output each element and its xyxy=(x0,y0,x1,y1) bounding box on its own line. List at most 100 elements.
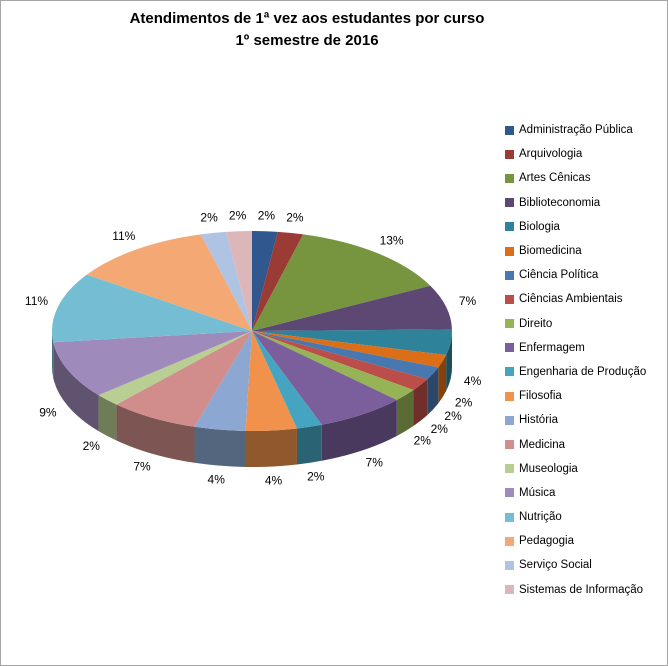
legend-label-enfermagem: Enfermagem xyxy=(519,341,585,354)
pie-label-filosofia: 4% xyxy=(265,474,283,488)
pie-slice-artes-cenicas xyxy=(252,234,431,331)
legend-label-medicina: Medicina xyxy=(519,438,566,451)
legend-label-ciencia-politica: Ciência Política xyxy=(519,269,599,282)
pie-label-ciencias-ambientais: 2% xyxy=(431,422,449,436)
pie-slice-biblioteconomia xyxy=(252,285,452,331)
legend-item-artes-cenicas: Artes Cênicas xyxy=(505,166,646,190)
pie-slice-side-historia xyxy=(194,426,246,467)
pie-slice-side-direito xyxy=(396,390,414,436)
legend-swatch-filosofia xyxy=(505,391,514,401)
legend-swatch-pedagogia xyxy=(505,536,514,546)
legend-item-ciencias-ambientais: Ciências Ambientais xyxy=(505,287,646,311)
pie-slice-side-biologia xyxy=(446,331,453,392)
legend-item-ciencia-politica: Ciência Política xyxy=(505,263,646,287)
legend-swatch-biblioteconomia xyxy=(505,198,514,208)
pie-slice-engenharia-de-producao xyxy=(252,331,322,429)
legend-swatch-enfermagem xyxy=(505,343,514,353)
legend-swatch-arquivologia xyxy=(505,149,514,159)
chart-title: Atendimentos de 1ª vez aos estudantes po… xyxy=(1,8,613,52)
pie-slice-pedagogia xyxy=(86,234,252,331)
pie-slice-biologia xyxy=(252,329,452,356)
legend-item-servico-social: Serviço Social xyxy=(505,553,646,577)
legend-swatch-servico-social xyxy=(505,560,514,570)
legend-label-historia: História xyxy=(519,414,558,427)
pie-slice-side-filosofia xyxy=(245,428,297,468)
legend-item-historia: História xyxy=(505,408,646,432)
pie-slice-ciencia-politica xyxy=(252,331,439,380)
pie-label-sistemas-de-informacao: 2% xyxy=(229,208,247,222)
legend-swatch-biomedicina xyxy=(505,246,514,256)
legend-swatch-musica xyxy=(505,488,514,498)
pie-slice-side-engenharia-de-producao xyxy=(296,424,322,465)
pie-slice-servico-social xyxy=(200,231,252,331)
legend-item-sistemas-de-informacao: Sistemas de Informação xyxy=(505,578,646,602)
legend-item-enfermagem: Enfermagem xyxy=(505,336,646,360)
pie-slice-ciencias-ambientais xyxy=(252,331,428,391)
pie-label-pedagogia: 11% xyxy=(112,229,135,243)
legend-swatch-historia xyxy=(505,415,514,425)
pie-slice-side-ciencias-ambientais xyxy=(413,379,428,427)
legend-label-pedagogia: Pedagogia xyxy=(519,535,574,548)
legend-item-biomedicina: Biomedicina xyxy=(505,239,646,263)
legend-label-museologia: Museologia xyxy=(519,462,578,475)
legend-label-servico-social: Serviço Social xyxy=(519,559,592,572)
pie-slice-filosofia xyxy=(245,331,297,432)
pie-slice-administracao-publica xyxy=(252,231,278,331)
legend-swatch-ciencias-ambientais xyxy=(505,294,514,304)
chart-title-line2: 1º semestre de 2016 xyxy=(235,32,379,49)
pie-label-biologia: 4% xyxy=(464,374,482,388)
legend-swatch-ciencia-politica xyxy=(505,270,514,280)
legend-item-pedagogia: Pedagogia xyxy=(505,529,646,553)
legend-label-nutricao: Nutrição xyxy=(519,511,562,524)
legend-swatch-direito xyxy=(505,319,514,329)
legend-label-biologia: Biologia xyxy=(519,220,560,233)
legend-label-arquivologia: Arquivologia xyxy=(519,148,583,161)
pie-label-servico-social: 2% xyxy=(200,210,218,224)
pie-label-enfermagem: 7% xyxy=(366,455,384,469)
pie-slice-nutricao xyxy=(51,274,252,343)
legend-swatch-engenharia-de-producao xyxy=(505,367,514,377)
chart-legend: Administração Pública Arquivologia Artes C… xyxy=(505,118,646,602)
pie-label-administracao-publica: 2% xyxy=(258,208,276,222)
pie-label-arquivologia: 2% xyxy=(286,210,304,224)
legend-label-direito: Direito xyxy=(519,317,553,330)
chart-title-line1: Atendimentos de 1ª vez aos estudantes po… xyxy=(129,10,485,27)
legend-swatch-nutricao xyxy=(505,512,514,522)
pie-label-musica: 9% xyxy=(39,406,57,420)
pie-slice-medicina xyxy=(116,331,252,427)
legend-label-musica: Música xyxy=(519,486,556,499)
pie-label-nutricao: 11% xyxy=(25,294,48,308)
pie-slice-side-musica xyxy=(53,342,99,432)
pie-slice-biomedicina xyxy=(252,331,447,368)
pie-label-ciencia-politica: 2% xyxy=(444,409,462,423)
legend-label-filosofia: Filosofia xyxy=(519,390,562,403)
legend-item-direito: Direito xyxy=(505,312,646,336)
legend-swatch-artes-cenicas xyxy=(505,173,514,183)
pie-label-medicina: 7% xyxy=(133,459,151,473)
pie-slice-museologia xyxy=(98,331,252,405)
pie-slice-historia xyxy=(194,331,252,431)
legend-swatch-administracao-publica xyxy=(505,125,514,135)
legend-item-engenharia-de-producao: Engenharia de Produção xyxy=(505,360,646,384)
pie-label-biblioteconomia: 7% xyxy=(459,294,477,308)
legend-item-biblioteconomia: Biblioteconomia xyxy=(505,191,646,215)
pie-slice-side-biomedicina xyxy=(438,355,447,404)
legend-label-biblioteconomia: Biblioteconomia xyxy=(519,196,601,209)
pie-label-museologia: 2% xyxy=(83,439,101,453)
legend-swatch-museologia xyxy=(505,464,514,474)
legend-item-filosofia: Filosofia xyxy=(505,384,646,408)
legend-label-biomedicina: Biomedicina xyxy=(519,245,582,258)
pie-label-direito: 2% xyxy=(414,434,432,448)
legend-label-artes-cenicas: Artes Cênicas xyxy=(519,172,591,185)
legend-item-administracao-publica: Administração Pública xyxy=(505,118,646,142)
legend-label-sistemas-de-informacao: Sistemas de Informação xyxy=(519,583,644,596)
pie-slice-side-medicina xyxy=(116,404,195,463)
pie-slice-musica xyxy=(53,331,252,396)
pie-slice-side-museologia xyxy=(98,395,117,441)
pie-slice-enfermagem xyxy=(252,331,397,425)
pie-label-historia: 4% xyxy=(208,473,226,487)
pie-slice-arquivologia xyxy=(252,231,304,331)
pie-slice-side-ciencia-politica xyxy=(427,367,439,416)
